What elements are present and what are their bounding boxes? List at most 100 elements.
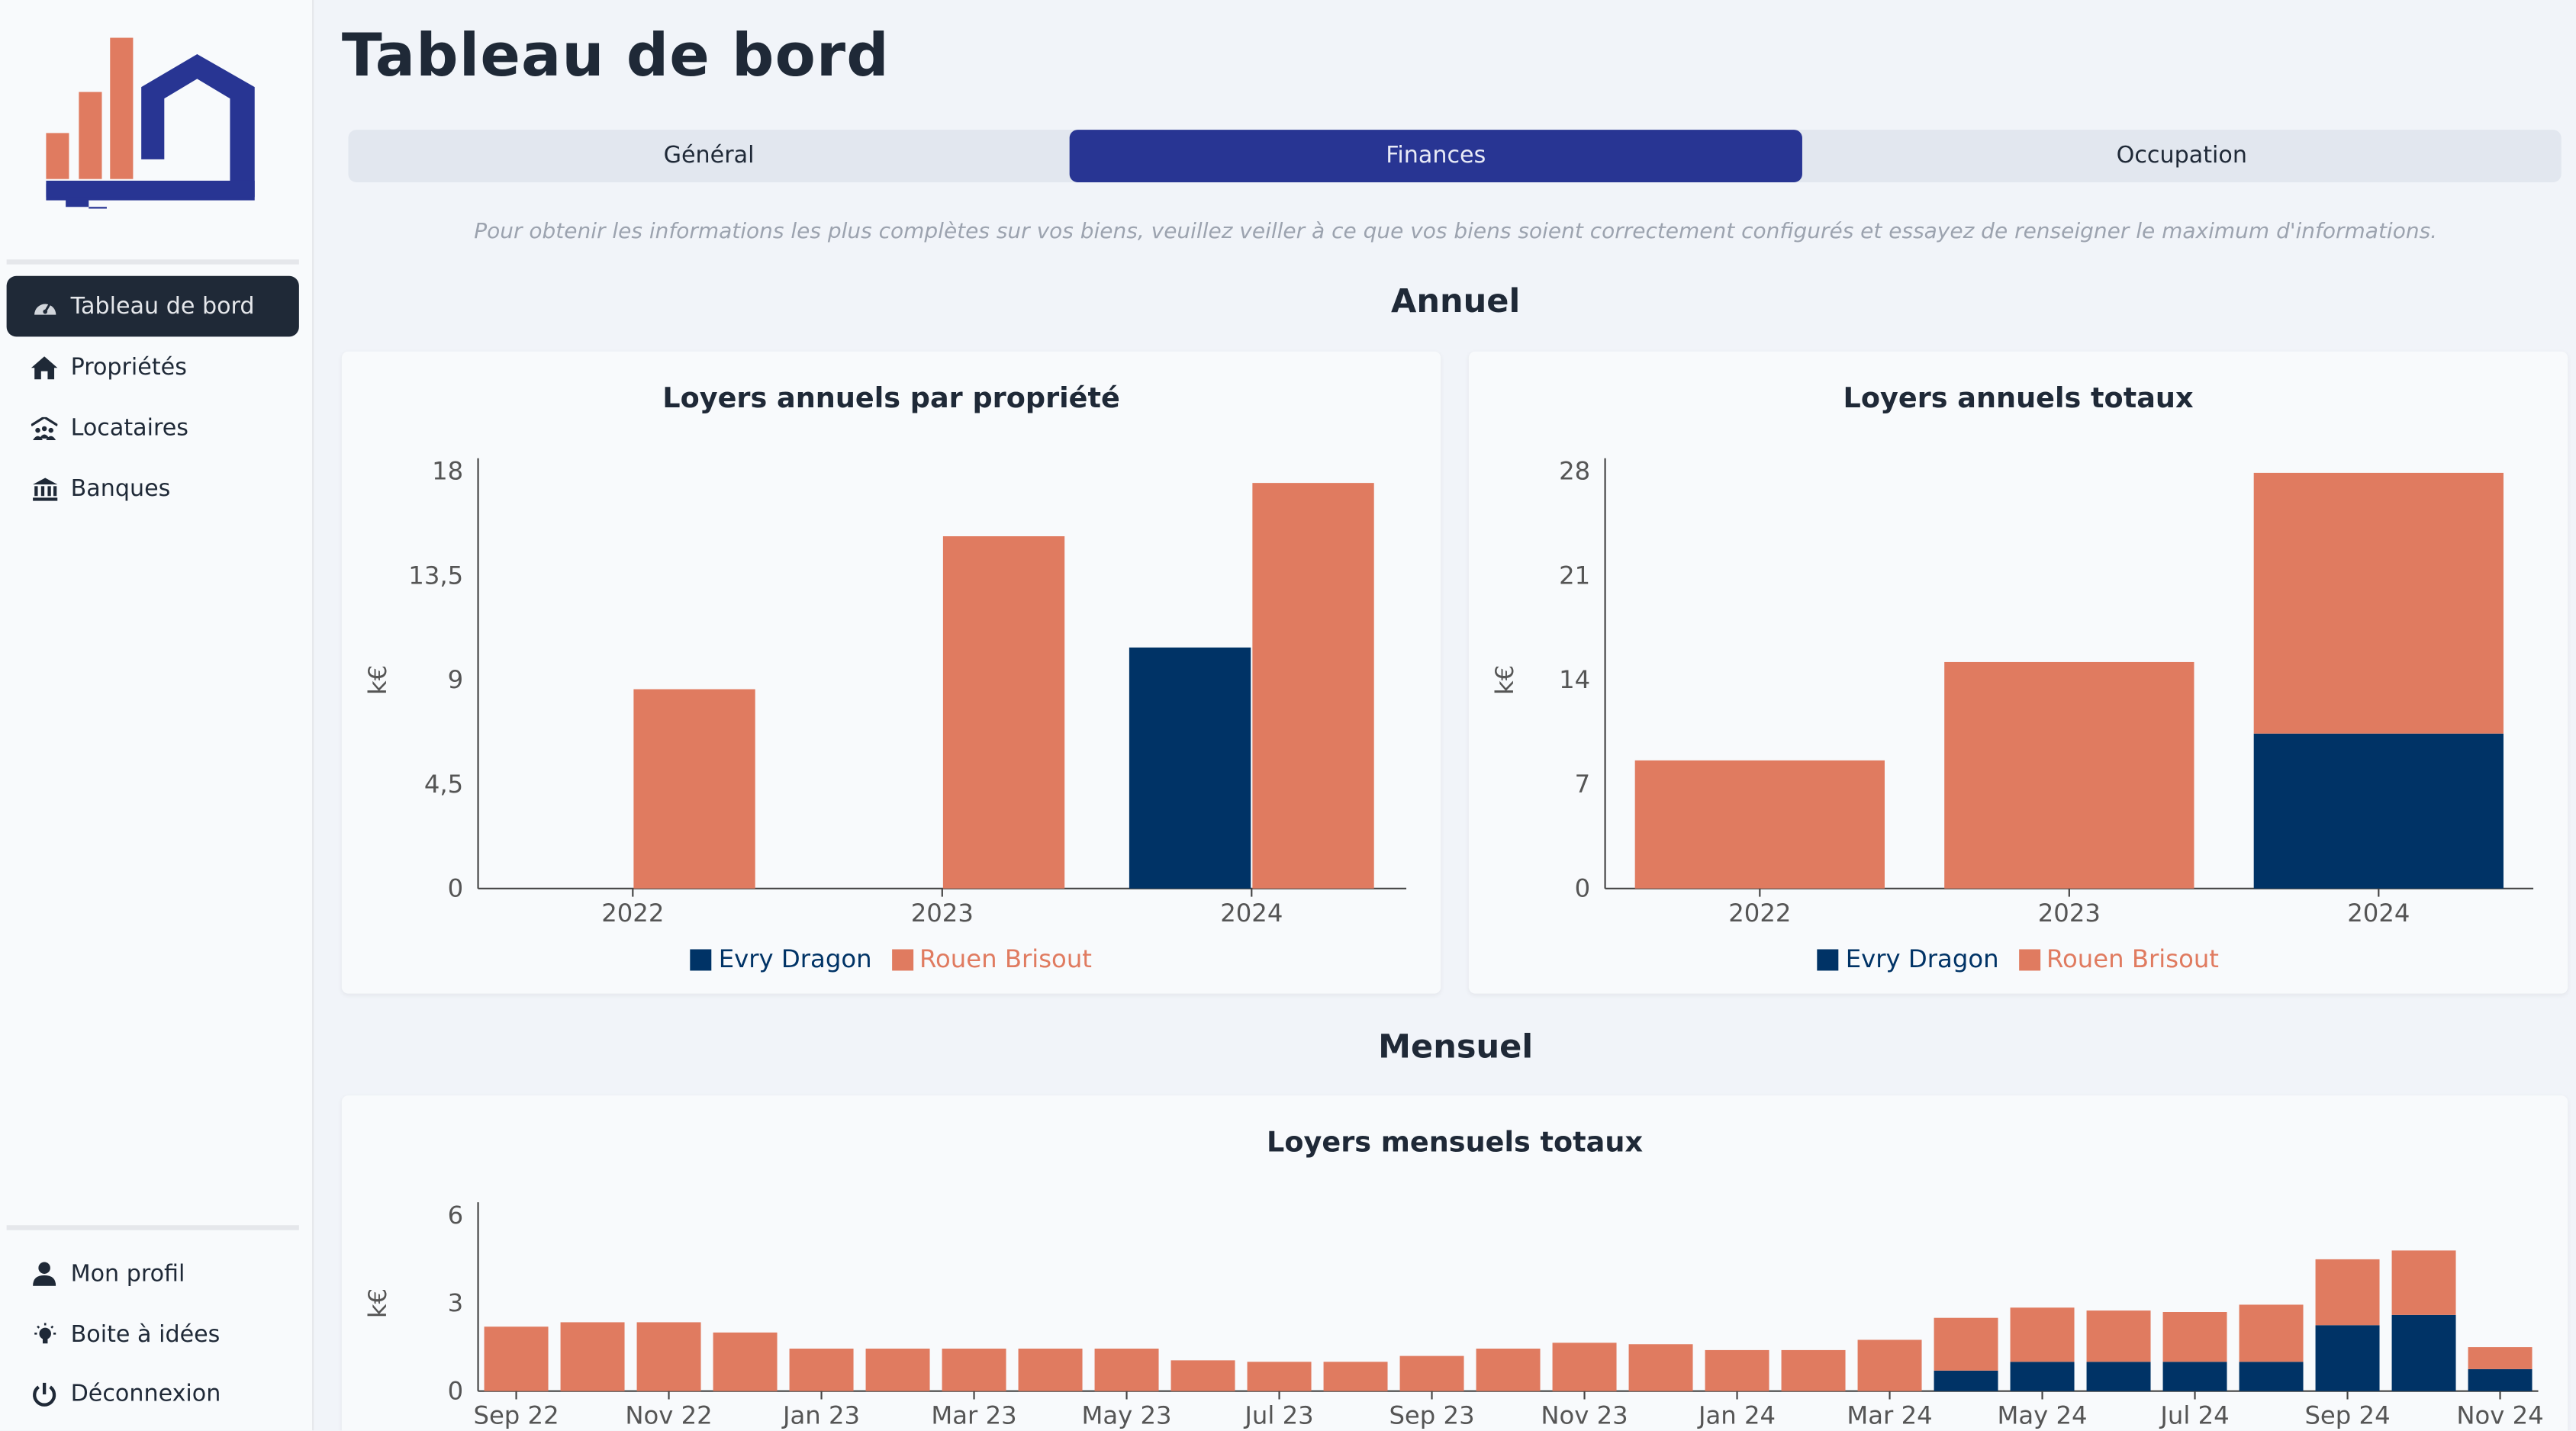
chart-card-monthly-total: Loyers mensuels totaux 0 3 6 k€ Sep 22 Nov 22… [341,1095,2568,1431]
bar-rouen-brisout-Sep-22 [484,1326,549,1391]
bar-rouen-brisout-Sep-23 [1399,1355,1464,1391]
y-tick-label: 14 [1559,665,1590,694]
bar-rouen-brisout-Nov-23 [1552,1343,1617,1391]
bar-rouen-brisout-2023 [1944,661,2194,889]
app-logo[interactable] [46,21,256,209]
dashboard-gauge-icon [31,293,57,319]
sidebar-item-boite-a-idees[interactable]: Boite à idées [7,1304,299,1365]
legend-swatch [2018,948,2040,970]
x-tick-label: Mar 23 [931,1401,1016,1430]
legend-swatch [891,948,913,970]
bar-rouen-brisout-Jul-23 [1247,1362,1312,1391]
bar-evry-dragon-2024 [2253,733,2504,889]
bar-rouen-brisout-Dec-22 [713,1332,778,1391]
legend-label: Rouen Brisout [2046,944,2219,974]
bar-evry-dragon-Nov-24 [2468,1368,2533,1391]
section-title-monthly: Mensuel [1378,1026,1534,1066]
x-tick-label: 2022 [601,899,664,928]
bar-rouen-brisout-Oct-23 [1476,1349,1541,1391]
bar-rouen-brisout-Nov-24 [2468,1347,2533,1369]
bar-rouen-brisout-2023 [942,536,1065,889]
bar-rouen-brisout-2022 [633,689,755,889]
sidebar-item-tableau-de-bord[interactable]: Tableau de bord [6,275,299,337]
bar-rouen-brisout-Oct-24 [2391,1250,2456,1315]
legend-item-evry-dragon[interactable]: Evry Dragon [691,944,872,974]
chart-title: Loyers mensuels totaux [1267,1127,1644,1160]
bar-rouen-brisout-Jan-24 [1705,1349,1769,1391]
sidebar-item-label: Locataires [70,414,189,442]
y-tick-label: 4,5 [424,770,463,799]
bar-rouen-brisout-Mar-23 [942,1349,1006,1391]
y-tick-label: 0 [448,1376,464,1405]
x-tick-label: 2023 [911,899,974,928]
bar-rouen-brisout-Aug-23 [1323,1362,1388,1391]
x-tick-label: Jan 24 [1697,1401,1776,1430]
chart-legend: Evry Dragon Rouen Brisout [1469,944,2568,974]
y-tick-label: 0 [1575,874,1591,903]
legend-swatch [1818,948,1840,970]
tab-finances[interactable]: Finances [1069,130,1802,182]
bar-rouen-brisout-Apr-24 [1934,1317,1998,1371]
x-tick-label: 2023 [2038,899,2101,928]
bar-evry-dragon-2024 [1129,647,1251,889]
sidebar-item-mon-profil[interactable]: Mon profil [7,1243,299,1304]
legend-label: Rouen Brisout [919,944,1092,974]
y-tick-label: 7 [1575,770,1591,799]
chart-legend: Evry Dragon Rouen Brisout [342,944,1441,974]
bar-rouen-brisout-Dec-23 [1628,1344,1693,1391]
tab-general[interactable]: Général [663,143,755,169]
sidebar-item-deconnexion[interactable]: Déconnexion [7,1363,299,1424]
chart-title: Loyers annuels par propriété [662,382,1120,416]
y-tick-label: 0 [448,874,464,903]
legend-item-evry-dragon[interactable]: Evry Dragon [1818,944,1999,974]
bar-rouen-brisout-May-24 [2010,1307,2075,1362]
legend-item-rouen-brisout[interactable]: Rouen Brisout [2018,944,2219,974]
sidebar-item-banques[interactable]: Banques [7,458,299,519]
bar-rouen-brisout-2024 [2253,472,2504,734]
y-axis-label: k€ [363,1288,392,1318]
power-icon [31,1381,57,1407]
x-tick-label: Nov 22 [625,1401,712,1430]
annual-total-chart: 0 7 14 21 28 k€ 2022 2023 2024 [1490,457,2534,928]
y-tick-label: 6 [448,1201,464,1230]
sidebar-item-locataires[interactable]: Locataires [7,397,299,458]
legend-label: Evry Dragon [1845,944,1999,974]
bar-rouen-brisout-Jun-23 [1170,1360,1235,1391]
y-tick-label: 28 [1559,457,1590,486]
x-tick-label: Nov 23 [1541,1401,1628,1430]
legend-item-rouen-brisout[interactable]: Rouen Brisout [891,944,1092,974]
bar-rouen-brisout-Aug-24 [2239,1304,2304,1362]
section-title-annual: Annuel [1391,281,1521,320]
annual-per-property-chart: 0 4,5 9 13,5 18 k€ 2022 2023 2024 [363,457,1407,928]
x-tick-label: Sep 23 [1389,1401,1474,1430]
x-tick-label: 2024 [1220,899,1283,928]
bar-rouen-brisout-Nov-22 [636,1322,701,1391]
bank-icon [31,475,57,501]
bar-rouen-brisout-Sep-24 [2315,1259,2380,1326]
y-tick-label: 18 [432,457,463,486]
sidebar-item-label: Boite à idées [70,1321,221,1348]
sidebar-item-label: Déconnexion [70,1380,221,1407]
sidebar-item-label: Propriétés [70,353,187,381]
bar-rouen-brisout-2022 [1634,760,1885,889]
bar-evry-dragon-Apr-24 [1934,1370,1998,1391]
y-tick-label: 21 [1559,561,1590,590]
user-icon [31,1261,57,1287]
tenants-icon [31,415,58,441]
bar-rouen-brisout-Mar-24 [1857,1339,1922,1391]
sidebar-item-label: Banques [70,475,171,502]
bar-rouen-brisout-Jul-24 [2162,1312,2227,1362]
x-tick-label: Sep 22 [473,1401,559,1430]
x-tick-label: 2024 [2347,899,2410,928]
y-tick-label: 3 [448,1288,464,1317]
tab-occupation[interactable]: Occupation [2116,143,2247,169]
legend-swatch [691,948,713,970]
x-tick-label: Jul 23 [1243,1401,1313,1430]
sidebar-item-label: Mon profil [70,1260,185,1287]
sidebar-item-proprietes[interactable]: Propriétés [7,336,299,397]
tab-bar: Général Finances Occupation [348,130,2562,182]
bar-evry-dragon-May-24 [2010,1362,2075,1391]
bar-evry-dragon-Aug-24 [2239,1362,2304,1391]
legend-label: Evry Dragon [718,944,872,974]
x-tick-label: May 24 [1998,1401,2088,1430]
